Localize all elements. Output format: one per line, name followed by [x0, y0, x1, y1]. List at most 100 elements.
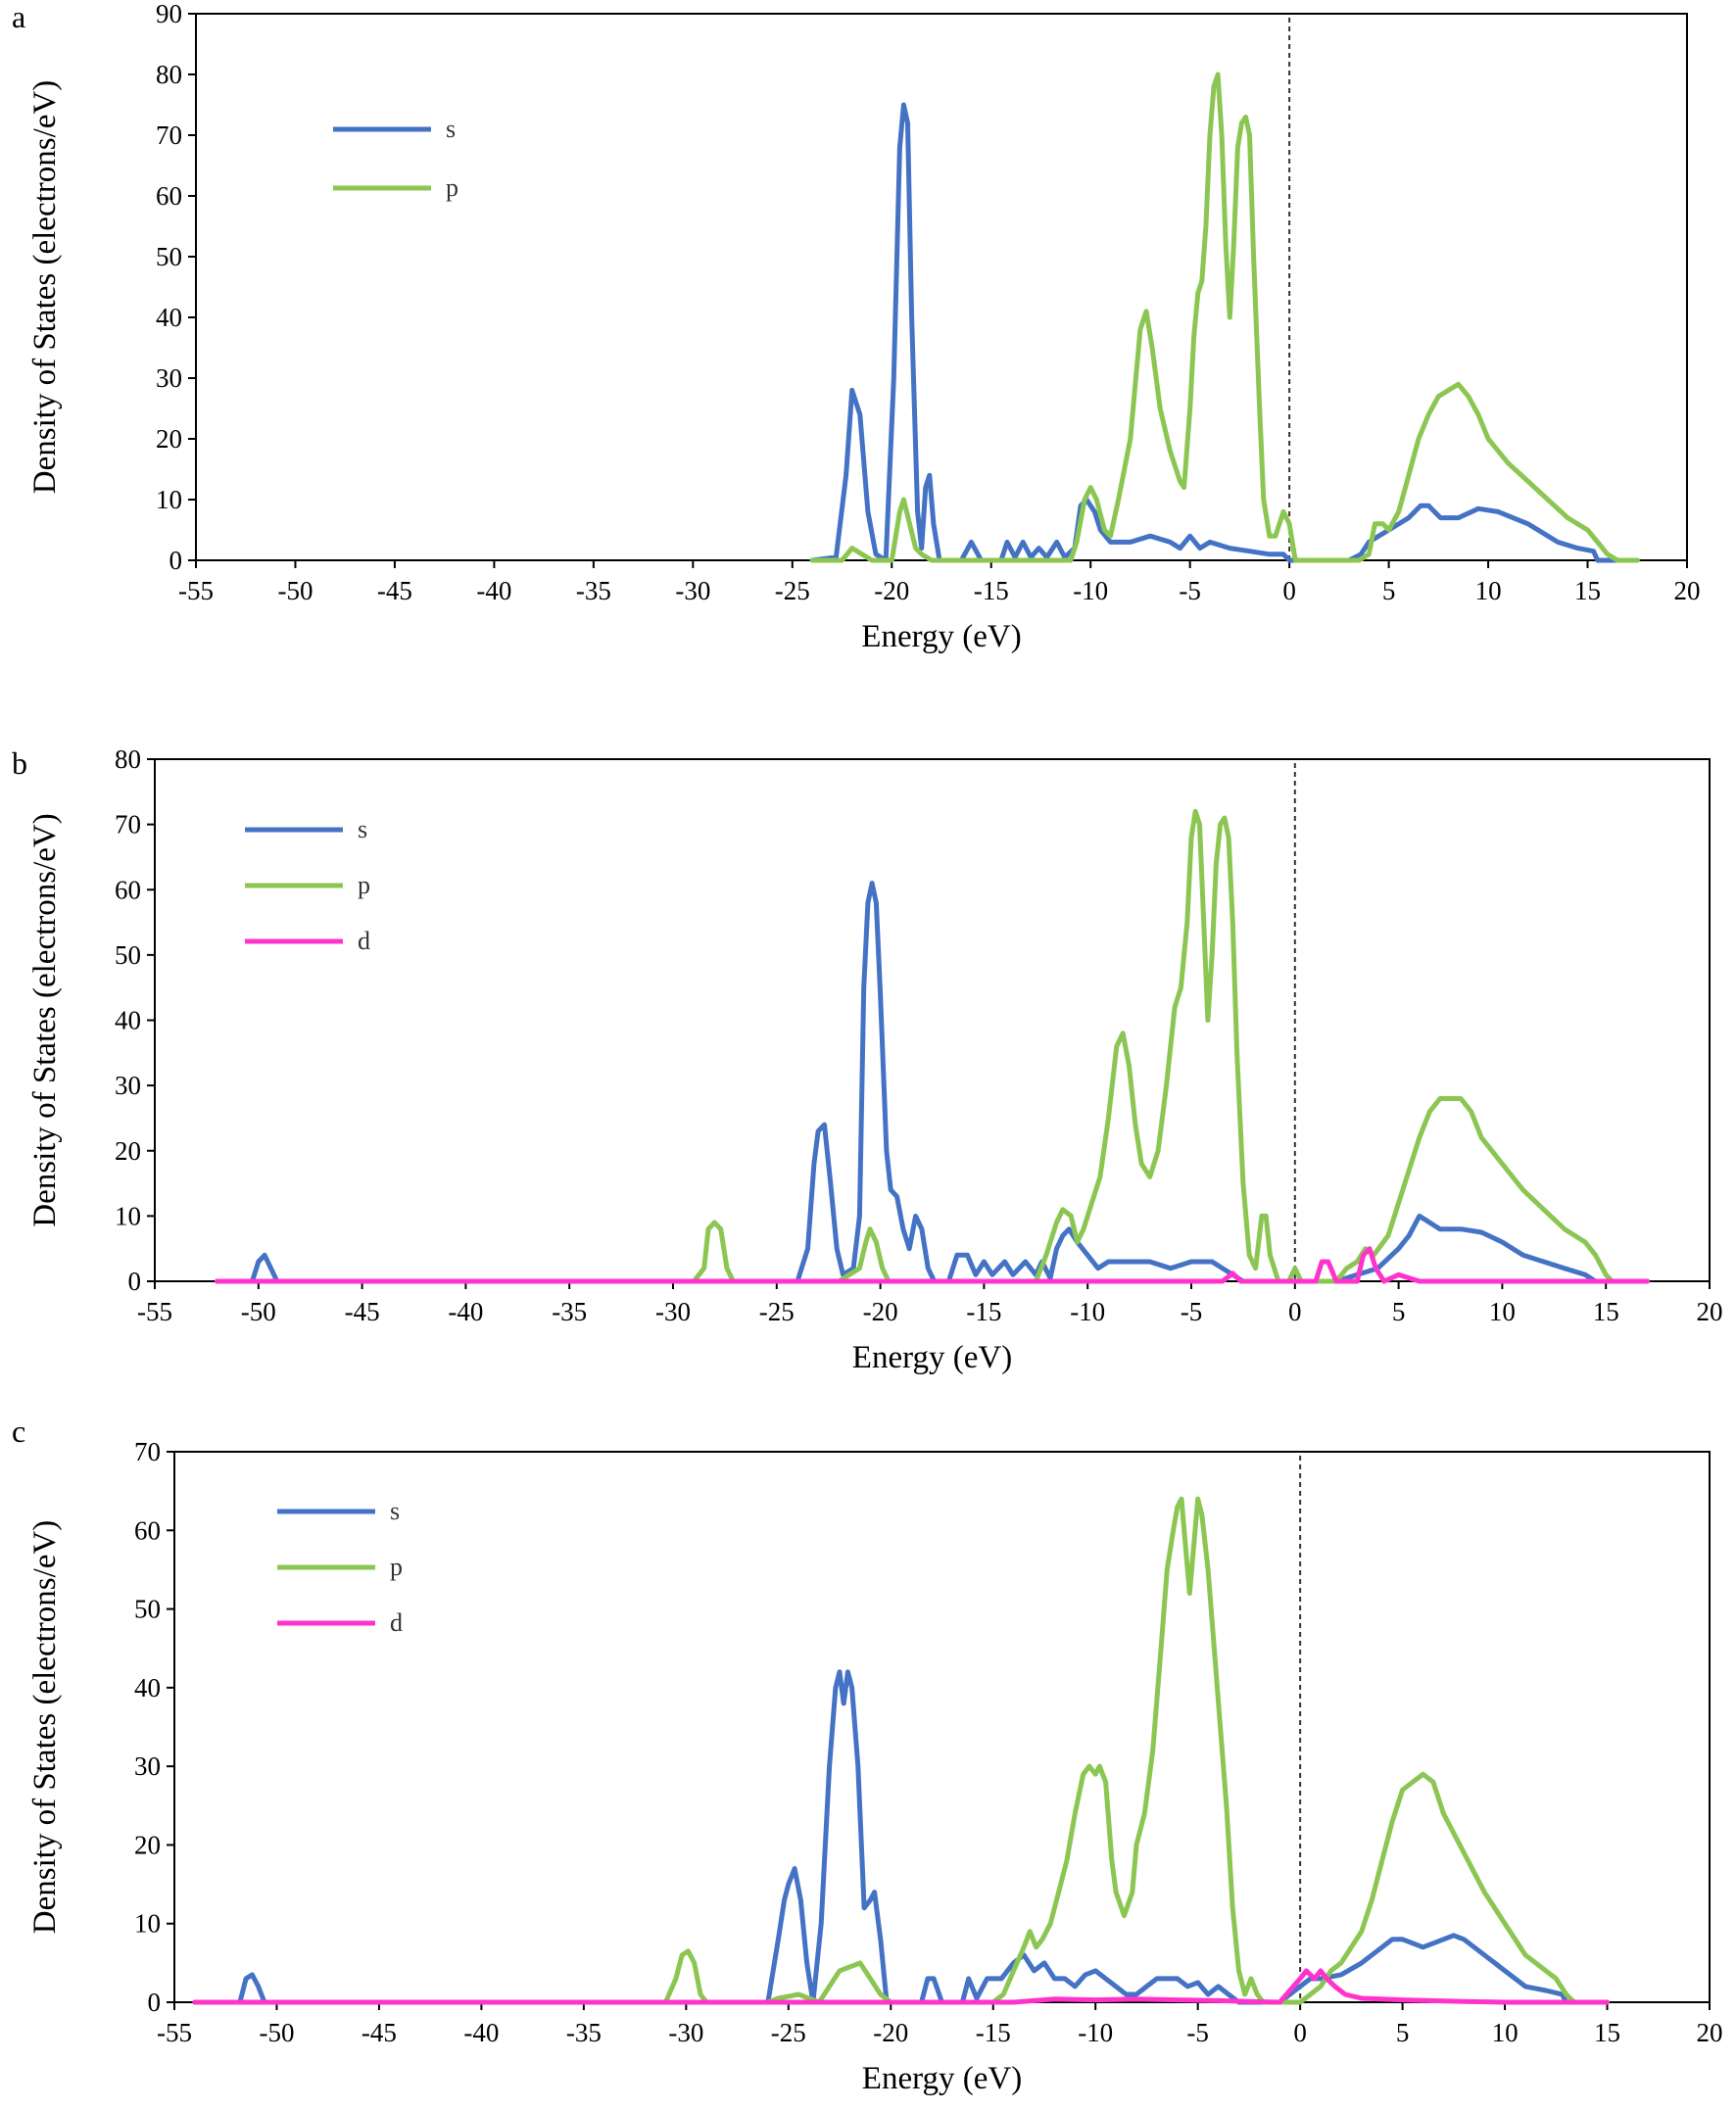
x-axis-label: Energy (eV)	[852, 1340, 1012, 1375]
y-tick-label: 30	[156, 363, 182, 393]
legend-label-s: s	[358, 815, 367, 843]
y-tick-label: 10	[134, 1909, 161, 1939]
x-tick-label: -20	[863, 1297, 898, 1326]
x-tick-label: -20	[874, 576, 909, 605]
x-tick-label: -20	[873, 2018, 908, 2047]
x-tick-label: 0	[1293, 2018, 1307, 2047]
series-line-d	[215, 1246, 1650, 1284]
x-tick-label: 15	[1594, 2018, 1620, 2047]
series-line-d	[192, 1968, 1610, 2005]
x-tick-label: 20	[1697, 2018, 1723, 2047]
x-tick-label: -5	[1181, 1297, 1203, 1326]
y-tick-label: 60	[115, 875, 141, 904]
y-tick-label: 50	[134, 1595, 161, 1624]
x-tick-label: -40	[463, 2018, 499, 2047]
x-tick-label: -5	[1186, 2018, 1209, 2047]
y-tick-label: 70	[115, 810, 141, 839]
x-tick-label: -25	[775, 576, 810, 605]
x-tick-label: -55	[157, 2018, 192, 2047]
y-axis-label: Density of States (electrons/eV)	[27, 1520, 63, 1934]
y-tick-label: 0	[169, 546, 183, 575]
x-tick-label: -35	[552, 1297, 587, 1326]
x-axis-label: Energy (eV)	[861, 619, 1021, 654]
plot-frame	[154, 758, 1711, 1282]
x-tick-label: -5	[1179, 576, 1201, 605]
x-tick-label: 5	[1396, 2018, 1410, 2047]
x-tick-label: -40	[448, 1297, 483, 1326]
y-tick-label: 40	[156, 303, 182, 332]
x-tick-label: 10	[1489, 1297, 1516, 1326]
x-tick-label: 20	[1674, 576, 1701, 605]
x-tick-label: 0	[1288, 1297, 1302, 1326]
x-tick-label: -25	[759, 1297, 795, 1326]
y-tick-label: 60	[156, 181, 182, 211]
x-tick-label: -30	[668, 2018, 703, 2047]
x-tick-label: -15	[976, 2018, 1011, 2047]
y-tick-label: 0	[128, 1267, 142, 1296]
plot-frame	[195, 13, 1688, 561]
series-line-s	[215, 881, 1650, 1284]
legend-label-d: d	[358, 927, 370, 955]
plot-frame	[173, 1451, 1711, 2003]
x-tick-label: -50	[241, 1297, 276, 1326]
y-tick-label: 50	[115, 940, 141, 970]
y-tick-label: 90	[156, 0, 182, 28]
x-tick-label: 15	[1593, 1297, 1619, 1326]
x-tick-label: 5	[1392, 1297, 1406, 1326]
legend-label-p: p	[390, 1553, 403, 1581]
y-tick-label: 10	[115, 1201, 141, 1230]
x-tick-label: -40	[476, 576, 511, 605]
x-tick-label: -45	[377, 576, 412, 605]
x-tick-label: 20	[1697, 1297, 1723, 1326]
y-axis-label: Density of States (electrons/eV)	[27, 813, 63, 1226]
y-tick-label: 80	[156, 60, 182, 89]
x-tick-label: -50	[259, 2018, 294, 2047]
x-tick-label: -25	[771, 2018, 806, 2047]
series-line-s	[192, 1669, 1610, 2005]
x-tick-label: -50	[277, 576, 313, 605]
x-tick-label: -30	[655, 1297, 691, 1326]
y-tick-label: 70	[134, 1437, 161, 1466]
x-tick-label: -55	[137, 1297, 172, 1326]
series-line-p	[215, 808, 1650, 1284]
x-tick-label: 10	[1475, 576, 1502, 605]
x-tick-label: -30	[675, 576, 710, 605]
legend-label-s: s	[390, 1497, 400, 1525]
x-tick-label: -10	[1073, 576, 1108, 605]
x-tick-label: -10	[1070, 1297, 1105, 1326]
series-line-p	[809, 72, 1640, 563]
legend-label-p: p	[446, 173, 458, 202]
x-tick-label: 0	[1282, 576, 1296, 605]
y-tick-label: 20	[156, 424, 182, 454]
y-tick-label: 40	[115, 1006, 141, 1035]
y-tick-label: 60	[134, 1515, 161, 1545]
y-tick-label: 40	[134, 1673, 161, 1702]
y-axis-label: Density of States (electrons/eV)	[27, 80, 63, 494]
y-tick-label: 80	[115, 744, 141, 774]
legend-label-p: p	[358, 871, 370, 899]
x-tick-label: 15	[1574, 576, 1601, 605]
panel-label: c	[12, 1414, 25, 1449]
y-tick-label: 20	[115, 1136, 141, 1166]
y-tick-label: 30	[115, 1071, 141, 1100]
x-tick-label: -35	[566, 2018, 602, 2047]
y-tick-label: 0	[148, 1988, 162, 2017]
panel-label: b	[12, 745, 27, 781]
panel-label: a	[12, 0, 25, 34]
x-tick-label: -55	[178, 576, 214, 605]
legend-label-d: d	[390, 1608, 403, 1637]
x-axis-label: Energy (eV)	[862, 2061, 1022, 2096]
x-tick-label: -45	[362, 2018, 397, 2047]
y-tick-label: 70	[156, 120, 182, 150]
series-line-p	[192, 1496, 1610, 2005]
x-tick-label: -35	[576, 576, 611, 605]
y-tick-label: 30	[134, 1751, 161, 1781]
y-tick-label: 20	[134, 1830, 161, 1859]
x-tick-label: -45	[345, 1297, 380, 1326]
y-tick-label: 10	[156, 485, 182, 514]
x-tick-label: 10	[1492, 2018, 1519, 2047]
